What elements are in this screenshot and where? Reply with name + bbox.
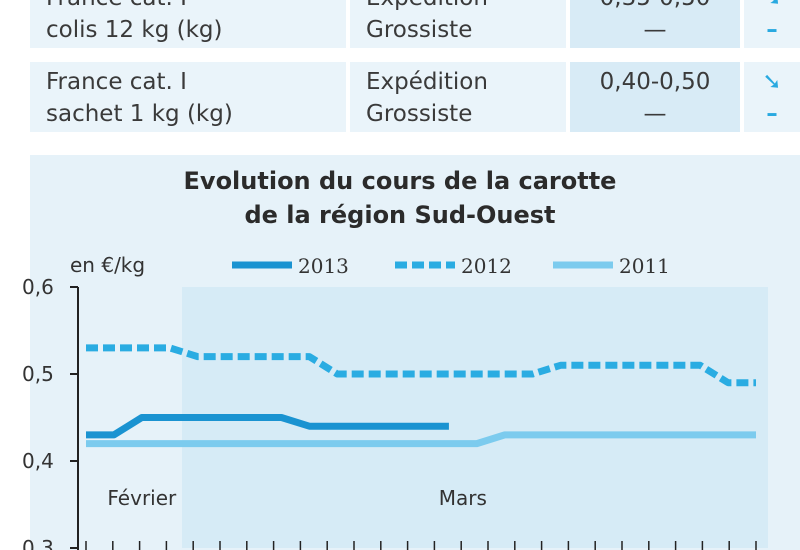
trend-line-2: – [766, 101, 778, 127]
stage-line-1: Expédition [366, 0, 488, 14]
stage-line-2: Grossiste [366, 101, 473, 127]
legend-label-2013: 2013 [298, 254, 349, 278]
stage-line-2: Grossiste [366, 17, 473, 43]
y-tick-label: 0,5 [22, 362, 54, 386]
trend-down-icon: ➘ [762, 69, 782, 95]
price-cell: 0,35-0,50 — [570, 0, 740, 48]
trend-cell: ➘ – [744, 0, 800, 48]
trend-cell: ➘ – [744, 62, 800, 132]
trend-line-2: – [766, 17, 778, 43]
product-cell: France cat. I sachet 1 kg (kg) [30, 62, 346, 132]
product-cell: France cat. I colis 12 kg (kg) [30, 0, 346, 48]
price-table: France cat. I colis 12 kg (kg) Expéditio… [30, 0, 800, 140]
price-line-1: 0,35-0,50 [570, 0, 740, 14]
series-line-2012 [86, 344, 756, 387]
stage-line-1: Expédition [366, 69, 488, 95]
chart-title-line-1: Evolution du cours de la carotte [183, 167, 617, 195]
stage-cell: Expédition Grossiste [350, 62, 566, 132]
product-line-2: sachet 1 kg (kg) [46, 101, 233, 127]
table-row: France cat. I colis 12 kg (kg) Expéditio… [30, 0, 800, 48]
price-line-2: — [643, 17, 667, 43]
price-cell: 0,40-0,50 — [570, 62, 740, 132]
y-axis-label: en €/kg [70, 253, 145, 277]
series-line-2011 [86, 431, 756, 448]
trend-down-icon: ➘ [744, 0, 800, 14]
price-line-1: 0,40-0,50 [599, 69, 711, 95]
product-line-1: France cat. I [46, 0, 187, 14]
y-tick-label: 0,4 [22, 449, 54, 473]
y-tick-label: 0,3 [22, 536, 54, 550]
product-line-2: colis 12 kg (kg) [46, 17, 223, 43]
x-month-label: Février [107, 486, 177, 510]
x-month-label: Mars [439, 486, 487, 510]
legend-label-2012: 2012 [461, 254, 512, 278]
chart-title-line-2: de la région Sud-Ouest [244, 201, 556, 229]
series-line-2013 [86, 414, 449, 439]
y-tick-label: 0,6 [22, 275, 54, 299]
legend-label-2011: 2011 [619, 254, 670, 278]
price-line-2: — [643, 101, 667, 127]
table-row: France cat. I sachet 1 kg (kg) Expéditio… [30, 62, 800, 132]
product-line-1: France cat. I [46, 69, 187, 95]
stage-cell: Expédition Grossiste [350, 0, 566, 48]
